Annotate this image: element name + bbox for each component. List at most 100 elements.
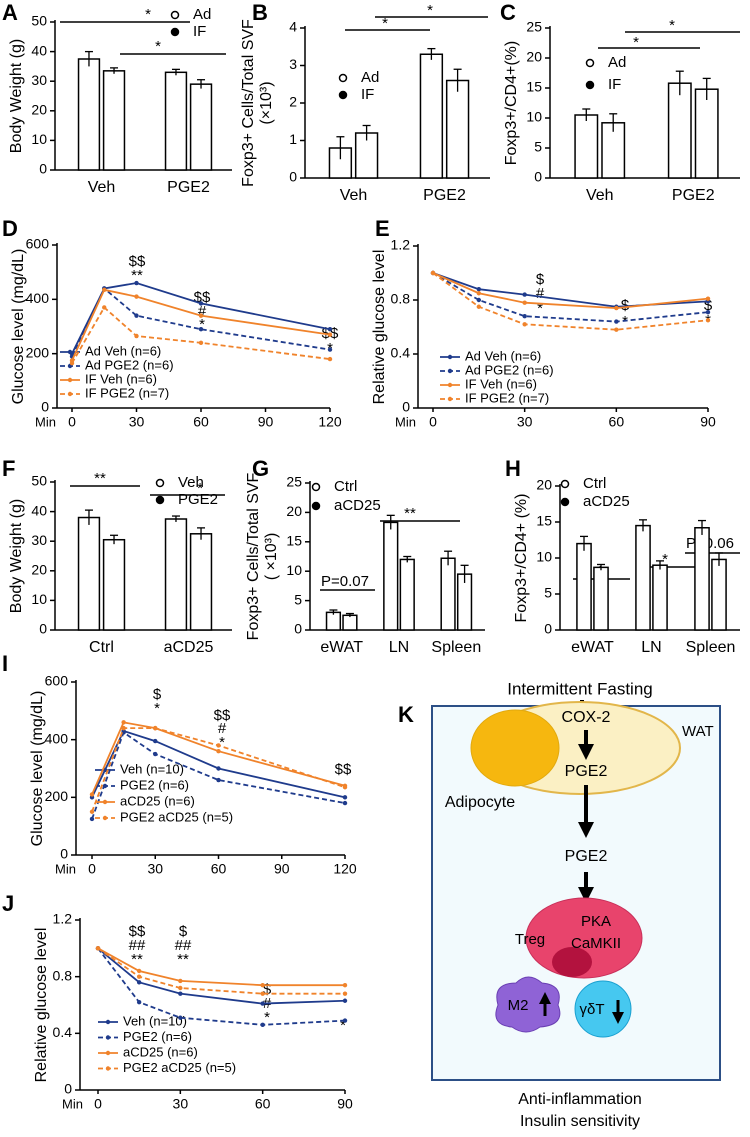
x-tick-label: 90	[274, 861, 290, 877]
annotation: *	[154, 700, 160, 717]
legend-marker	[102, 815, 108, 821]
point	[198, 313, 204, 318]
point	[614, 327, 619, 332]
point	[614, 305, 619, 311]
legend-label: IF	[361, 86, 374, 103]
point	[153, 725, 158, 731]
legend-marker	[105, 1019, 111, 1025]
diagram: K Intermittent Fasting WAT COX-2 PGE2 Ad…	[398, 679, 721, 1130]
y-tick-label: 0	[544, 621, 552, 637]
point	[89, 816, 95, 822]
legend-marker	[338, 73, 348, 83]
x-tick-label: aCD25	[164, 639, 214, 656]
y-tick-label: 15	[536, 513, 552, 529]
point	[178, 978, 183, 984]
y-tick-label: 0	[39, 161, 47, 177]
annotation: *	[633, 34, 639, 51]
point	[260, 991, 265, 996]
x-tick-label: LN	[641, 639, 661, 656]
y-tick-label: 0.4	[391, 345, 411, 361]
point	[476, 291, 482, 296]
annotation: ##	[175, 937, 192, 954]
y-axis-label: Body Weight (g)	[8, 499, 25, 613]
x-tick-label: 30	[517, 414, 533, 430]
x-tick-label: 0	[429, 414, 437, 430]
legend-label: Ctrl	[583, 475, 606, 492]
diagram-label: Anti-inflammation	[518, 1091, 642, 1108]
bar	[419, 53, 444, 179]
line-series	[432, 272, 709, 308]
legend-marker	[560, 479, 570, 489]
y-tick-label: 1.2	[53, 911, 73, 927]
point	[198, 301, 204, 306]
y-tick-label: 5	[294, 591, 302, 607]
x-tick-label: PGE2	[423, 187, 466, 204]
annotation: *	[427, 2, 433, 19]
annotation: ##	[129, 937, 146, 954]
point	[136, 999, 142, 1005]
diagram-label: Intermittent Fasting	[507, 679, 653, 698]
y-tick-label: 1.2	[391, 237, 411, 253]
y-tick-label: 10	[31, 131, 47, 147]
panel-letter: J	[2, 891, 14, 916]
y-tick-label: 0	[402, 399, 410, 415]
point	[342, 795, 348, 800]
y-tick-label: 0	[60, 846, 68, 862]
y-tick-label: 30	[31, 532, 47, 548]
bar	[711, 558, 727, 631]
y-axis-label: (×10³)	[258, 81, 275, 124]
x-tick-label: Spleen	[686, 639, 736, 656]
point	[89, 809, 95, 814]
bar	[694, 527, 710, 631]
x-tick-label: eWAT	[320, 639, 363, 656]
bar	[574, 114, 599, 179]
point	[134, 333, 139, 339]
y-tick-label: 0.4	[53, 1024, 73, 1040]
point	[522, 322, 527, 327]
bar	[325, 611, 342, 631]
x-tick-label: PGE2	[672, 187, 715, 204]
y-tick-label: 25	[286, 474, 302, 490]
point	[476, 297, 482, 303]
legend-label: IF	[193, 23, 206, 40]
point	[342, 785, 348, 790]
x-tick-label: Veh	[340, 187, 368, 204]
point	[178, 985, 183, 991]
annotation: *	[340, 1017, 346, 1034]
point	[153, 751, 158, 757]
y-tick-label: 20	[526, 49, 542, 65]
point	[134, 294, 139, 299]
y-axis-label: ( ×10³)	[263, 533, 280, 581]
annotation: **	[404, 505, 416, 522]
x-axis-label: Min	[55, 861, 76, 876]
y-tick-label: 600	[45, 673, 69, 689]
point	[327, 356, 333, 362]
diagram-label: M2	[508, 997, 529, 1014]
point	[705, 309, 711, 315]
point	[198, 327, 204, 332]
y-tick-label: 200	[26, 344, 50, 360]
annotation: **	[177, 951, 189, 968]
point	[260, 1001, 265, 1006]
x-tick-label: Veh	[586, 187, 614, 204]
x-tick-label: LN	[389, 639, 409, 656]
legend-label: Ad PGE2 (n=6)	[465, 362, 554, 377]
panel-letter: D	[2, 216, 18, 241]
line-series	[432, 272, 709, 323]
point	[327, 327, 333, 332]
point	[216, 777, 221, 783]
y-tick-label: 30	[31, 72, 47, 88]
y-tick-label: 400	[26, 290, 50, 306]
point	[136, 968, 142, 974]
point	[614, 319, 619, 324]
legend-marker	[155, 478, 165, 488]
bar	[593, 566, 609, 631]
point	[522, 300, 527, 305]
panel-letter: G	[252, 456, 269, 481]
y-tick-label: 200	[45, 788, 69, 804]
annotation: $	[263, 981, 272, 998]
point	[102, 287, 107, 293]
